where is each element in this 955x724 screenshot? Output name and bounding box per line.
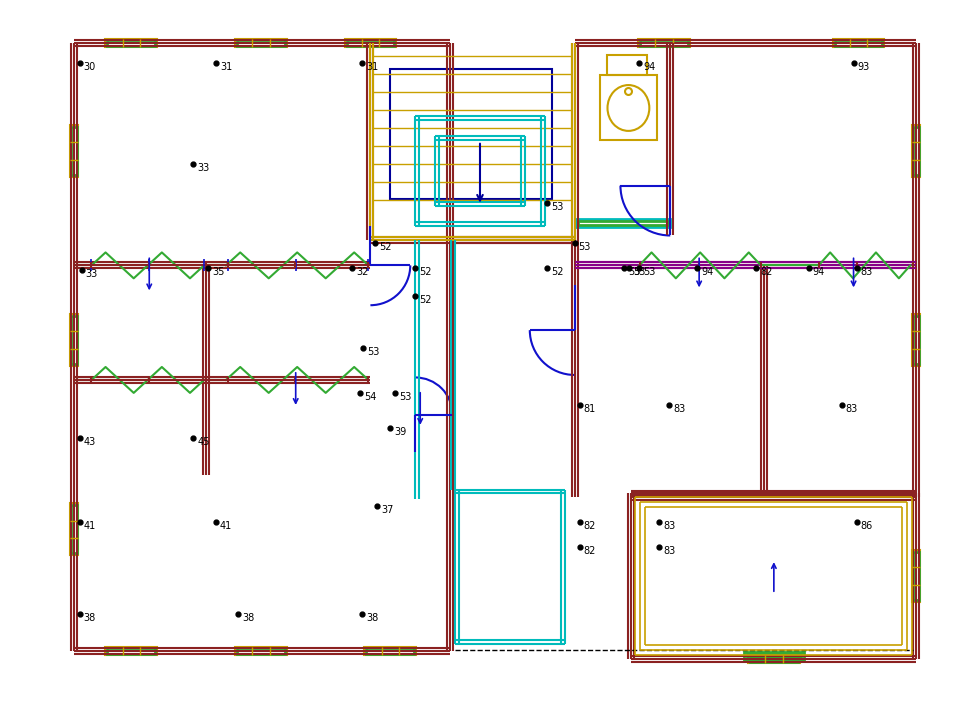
Text: 53: 53 (368, 347, 380, 357)
Text: 81: 81 (584, 404, 596, 414)
Bar (237, 41, 285, 46)
Bar (912, 550, 921, 602)
Bar (913, 127, 920, 174)
Text: 82: 82 (760, 267, 773, 277)
Text: 31: 31 (220, 62, 232, 72)
Text: 53: 53 (551, 201, 563, 211)
Bar (71, 316, 76, 364)
Bar (107, 41, 156, 46)
Bar (600, 75, 657, 140)
Bar (105, 39, 158, 47)
Text: 38: 38 (242, 613, 254, 623)
Text: 53: 53 (628, 267, 641, 277)
Text: 31: 31 (367, 62, 379, 72)
Text: 83: 83 (664, 547, 675, 556)
Text: 94: 94 (701, 267, 713, 277)
Bar (391, 69, 552, 198)
Bar (235, 647, 286, 655)
Bar (748, 655, 799, 663)
Text: 53: 53 (399, 392, 412, 402)
Bar (70, 314, 77, 366)
Text: 33: 33 (86, 269, 97, 279)
Bar (913, 552, 920, 600)
Bar (367, 648, 414, 654)
Text: 86: 86 (860, 521, 873, 531)
Text: 53: 53 (644, 267, 656, 277)
Text: 45: 45 (197, 437, 209, 447)
Bar (576, 219, 670, 227)
Text: 43: 43 (83, 437, 96, 447)
Bar (912, 125, 921, 177)
Bar (750, 656, 797, 662)
Text: 52: 52 (419, 295, 432, 306)
Bar (913, 316, 920, 364)
Text: 39: 39 (394, 426, 407, 437)
Text: 94: 94 (813, 267, 825, 277)
Text: 83: 83 (845, 404, 858, 414)
Bar (912, 314, 921, 366)
Text: 83: 83 (664, 521, 675, 531)
Text: 54: 54 (365, 392, 377, 402)
Bar (607, 55, 647, 75)
Text: 38: 38 (367, 613, 379, 623)
Text: 94: 94 (644, 62, 656, 72)
Text: 83: 83 (860, 267, 873, 277)
Bar (71, 505, 76, 553)
Text: 82: 82 (584, 521, 596, 531)
Bar (638, 39, 690, 47)
Bar (70, 503, 77, 555)
Bar (744, 652, 804, 660)
Bar (237, 648, 285, 654)
Text: 53: 53 (633, 267, 646, 277)
Text: 30: 30 (83, 62, 96, 72)
Bar (107, 648, 156, 654)
Text: 33: 33 (197, 163, 209, 173)
Text: 82: 82 (584, 547, 596, 556)
Bar (347, 41, 394, 46)
Bar (578, 221, 668, 224)
Bar (235, 39, 286, 47)
Text: 41: 41 (83, 521, 96, 531)
Text: 83: 83 (673, 404, 686, 414)
Text: 93: 93 (858, 62, 870, 72)
Bar (71, 127, 76, 174)
Bar (833, 39, 884, 47)
Text: 52: 52 (379, 243, 392, 253)
Bar (835, 41, 882, 46)
Bar (105, 647, 158, 655)
Text: 38: 38 (83, 613, 96, 623)
Text: 52: 52 (419, 267, 432, 277)
Bar (747, 654, 800, 658)
Text: 52: 52 (551, 267, 563, 277)
Text: 32: 32 (356, 267, 369, 277)
Text: 53: 53 (579, 243, 591, 253)
Bar (365, 647, 416, 655)
Bar (345, 39, 396, 47)
Bar (641, 41, 689, 46)
Text: 41: 41 (220, 521, 232, 531)
Text: 37: 37 (381, 505, 393, 515)
Text: 35: 35 (212, 267, 224, 277)
Bar (70, 125, 77, 177)
